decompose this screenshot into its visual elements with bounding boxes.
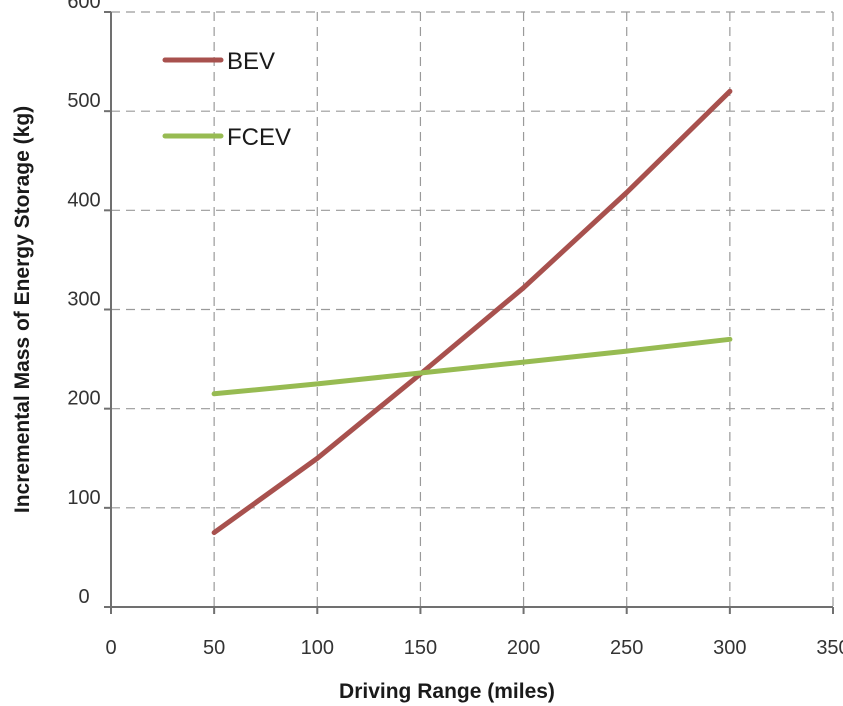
y-tick-label: 200 [67,388,100,410]
x-tick-label: 50 [203,637,225,659]
x-tick-label: 150 [404,637,437,659]
x-tick-label: 250 [610,637,643,659]
y-tick-label: 500 [67,90,100,112]
legend-label-bev: BEV [227,48,275,75]
y-tick-label: 600 [67,0,100,13]
y-tick-label: 0 [78,586,89,608]
y-tick-labels: 0 100 200 300 400 500 600 [67,0,111,608]
y-axis-title: Incremental Mass of Energy Storage (kg) [11,106,34,513]
series-line-bev [211,88,733,536]
x-tick-label: 350 [816,637,843,659]
y-tick-label: 100 [67,487,100,509]
y-tick-label: 400 [67,189,100,211]
y-tick-label: 300 [67,289,100,311]
x-tick-label: 100 [301,637,334,659]
x-tick-labels: 0 50 100 150 200 250 300 350 [105,607,843,659]
x-tick-label: 300 [713,637,746,659]
legend-label-fcev: FCEV [227,124,291,151]
grid [111,11,833,607]
series-line-fcev [211,336,733,397]
series [211,88,733,536]
x-tick-label: 200 [507,637,540,659]
legend: BEV FCEV [162,48,291,151]
x-tick-label: 0 [105,637,116,659]
x-axis-title: Driving Range (miles) [339,680,555,703]
